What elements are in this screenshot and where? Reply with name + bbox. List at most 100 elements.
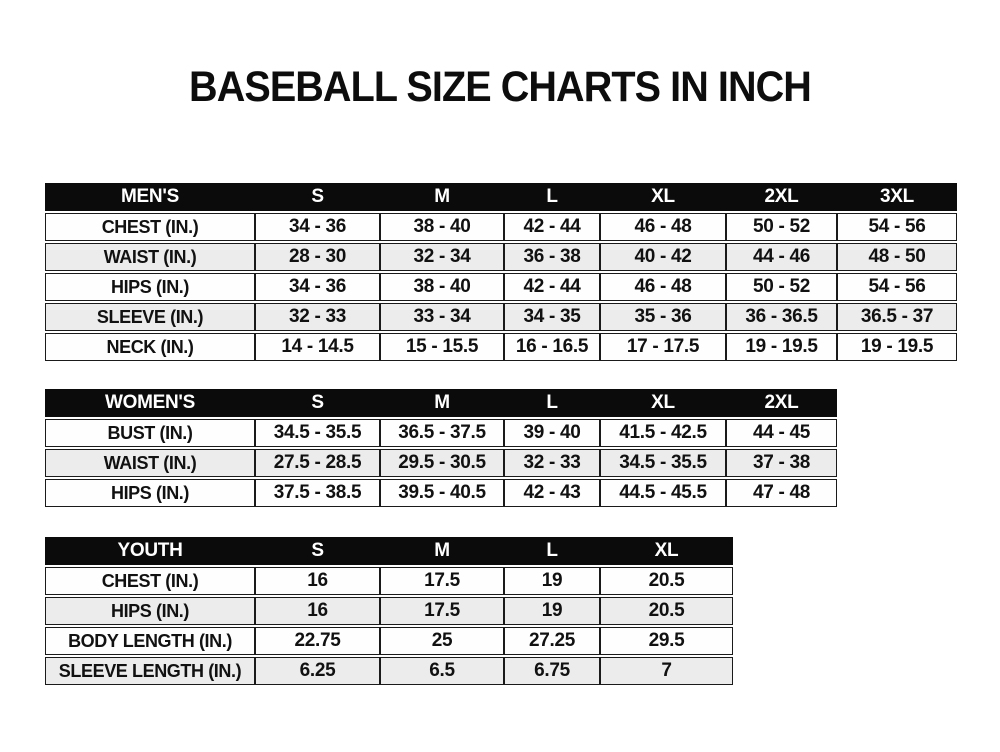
group-label-cell: WOMEN'S: [45, 389, 255, 417]
measurement-row-label: HIPS (IN.): [45, 479, 255, 507]
womens-table-body: BUST (IN.) 34.5 - 35.5 36.5 - 37.5 39 - 40 4…: [45, 419, 837, 507]
size-value-cell: 34 - 35: [504, 303, 600, 331]
size-value-cell: 37.5 - 38.5: [255, 479, 380, 507]
measurement-row-label: HIPS (IN.): [45, 273, 255, 301]
size-value-cell: 36 - 36.5: [726, 303, 837, 331]
size-column-header: 2XL: [726, 389, 837, 417]
measurement-row-label: SLEEVE (IN.): [45, 303, 255, 331]
table-row: SLEEVE (IN.) 32 - 33 33 - 34 34 - 35 35 - 36…: [45, 303, 957, 331]
size-value-cell: 54 - 56: [837, 273, 957, 301]
size-value-cell: 14 - 14.5: [255, 333, 380, 361]
size-value-cell: 41.5 - 42.5: [600, 419, 726, 447]
size-column-header: XL: [600, 389, 726, 417]
mens-table-header: MEN'S S M L XL 2XL 3XL: [45, 183, 957, 211]
size-value-cell: 40 - 42: [600, 243, 726, 271]
size-column-header: L: [504, 183, 600, 211]
size-value-cell: 17.5: [380, 597, 504, 625]
measurement-row-label: BUST (IN.): [45, 419, 255, 447]
size-column-header: 3XL: [837, 183, 957, 211]
group-label-cell: YOUTH: [45, 537, 255, 565]
mens-size-table: MEN'S S M L XL 2XL 3XL CHEST (IN.) 34 - 36 38 - …: [45, 181, 957, 363]
size-column-header: M: [380, 537, 504, 565]
size-value-cell: 34 - 36: [255, 273, 380, 301]
size-value-cell: 50 - 52: [726, 273, 837, 301]
size-value-cell: 27.5 - 28.5: [255, 449, 380, 477]
table-row: WAIST (IN.) 28 - 30 32 - 34 36 - 38 40 - 42 4…: [45, 243, 957, 271]
table-row: BUST (IN.) 34.5 - 35.5 36.5 - 37.5 39 - 40 4…: [45, 419, 837, 447]
size-charts-container: MEN'S S M L XL 2XL 3XL CHEST (IN.) 34 - 36 38 - …: [45, 181, 1000, 687]
size-value-cell: 19: [504, 597, 600, 625]
size-column-header: 2XL: [726, 183, 837, 211]
measurement-row-label: CHEST (IN.): [45, 213, 255, 241]
size-column-header: XL: [600, 537, 733, 565]
size-value-cell: 36.5 - 37: [837, 303, 957, 331]
size-column-header: L: [504, 389, 600, 417]
size-value-cell: 29.5: [600, 627, 733, 655]
size-value-cell: 34 - 36: [255, 213, 380, 241]
table-row: HIPS (IN.) 34 - 36 38 - 40 42 - 44 46 - 48 50…: [45, 273, 957, 301]
table-row: HIPS (IN.) 37.5 - 38.5 39.5 - 40.5 42 - 43 4…: [45, 479, 837, 507]
size-value-cell: 50 - 52: [726, 213, 837, 241]
size-value-cell: 32 - 33: [255, 303, 380, 331]
table-row: BODY LENGTH (IN.) 22.75 25 27.25 29.5: [45, 627, 733, 655]
size-value-cell: 44 - 45: [726, 419, 837, 447]
size-value-cell: 29.5 - 30.5: [380, 449, 504, 477]
youth-size-table: YOUTH S M L XL CHEST (IN.) 16 17.5 19 20.5 HIPS (…: [45, 535, 733, 687]
size-value-cell: 39.5 - 40.5: [380, 479, 504, 507]
womens-size-table: WOMEN'S S M L XL 2XL BUST (IN.) 34.5 - 35.5 36.…: [45, 387, 837, 509]
size-value-cell: 20.5: [600, 567, 733, 595]
measurement-row-label: CHEST (IN.): [45, 567, 255, 595]
size-value-cell: 44 - 46: [726, 243, 837, 271]
size-value-cell: 17 - 17.5: [600, 333, 726, 361]
size-value-cell: 36.5 - 37.5: [380, 419, 504, 447]
size-value-cell: 17.5: [380, 567, 504, 595]
size-value-cell: 19 - 19.5: [837, 333, 957, 361]
size-value-cell: 34.5 - 35.5: [255, 419, 380, 447]
size-value-cell: 38 - 40: [380, 273, 504, 301]
size-value-cell: 22.75: [255, 627, 380, 655]
measurement-row-label: HIPS (IN.): [45, 597, 255, 625]
size-value-cell: 42 - 43: [504, 479, 600, 507]
size-value-cell: 54 - 56: [837, 213, 957, 241]
youth-table-body: CHEST (IN.) 16 17.5 19 20.5 HIPS (IN.) 16 17.5 1…: [45, 567, 733, 685]
size-value-cell: 39 - 40: [504, 419, 600, 447]
size-value-cell: 16: [255, 567, 380, 595]
table-row: HIPS (IN.) 16 17.5 19 20.5: [45, 597, 733, 625]
table-row: CHEST (IN.) 16 17.5 19 20.5: [45, 567, 733, 595]
table-row: NECK (IN.) 14 - 14.5 15 - 15.5 16 - 16.5 17 …: [45, 333, 957, 361]
size-value-cell: 7: [600, 657, 733, 685]
size-value-cell: 44.5 - 45.5: [600, 479, 726, 507]
group-label-cell: MEN'S: [45, 183, 255, 211]
header-row: MEN'S S M L XL 2XL 3XL: [45, 183, 957, 211]
size-value-cell: 25: [380, 627, 504, 655]
size-value-cell: 37 - 38: [726, 449, 837, 477]
size-value-cell: 6.5: [380, 657, 504, 685]
size-column-header: L: [504, 537, 600, 565]
table-row: CHEST (IN.) 34 - 36 38 - 40 42 - 44 46 - 48 5…: [45, 213, 957, 241]
measurement-row-label: BODY LENGTH (IN.): [45, 627, 255, 655]
size-value-cell: 6.75: [504, 657, 600, 685]
size-value-cell: 38 - 40: [380, 213, 504, 241]
size-value-cell: 35 - 36: [600, 303, 726, 331]
size-value-cell: 48 - 50: [837, 243, 957, 271]
page-title: BASEBALL SIZE CHARTS IN INCH: [189, 63, 812, 111]
measurement-row-label: WAIST (IN.): [45, 243, 255, 271]
measurement-row-label: NECK (IN.): [45, 333, 255, 361]
table-row: SLEEVE LENGTH (IN.) 6.25 6.5 6.75 7: [45, 657, 733, 685]
size-column-header: S: [255, 183, 380, 211]
size-value-cell: 32 - 34: [380, 243, 504, 271]
size-value-cell: 42 - 44: [504, 273, 600, 301]
size-value-cell: 34.5 - 35.5: [600, 449, 726, 477]
size-column-header: S: [255, 389, 380, 417]
size-value-cell: 19: [504, 567, 600, 595]
header-row: YOUTH S M L XL: [45, 537, 733, 565]
size-value-cell: 36 - 38: [504, 243, 600, 271]
size-value-cell: 42 - 44: [504, 213, 600, 241]
measurement-row-label: WAIST (IN.): [45, 449, 255, 477]
size-column-header: XL: [600, 183, 726, 211]
size-value-cell: 46 - 48: [600, 273, 726, 301]
size-value-cell: 28 - 30: [255, 243, 380, 271]
size-value-cell: 16 - 16.5: [504, 333, 600, 361]
size-value-cell: 20.5: [600, 597, 733, 625]
size-column-header: S: [255, 537, 380, 565]
